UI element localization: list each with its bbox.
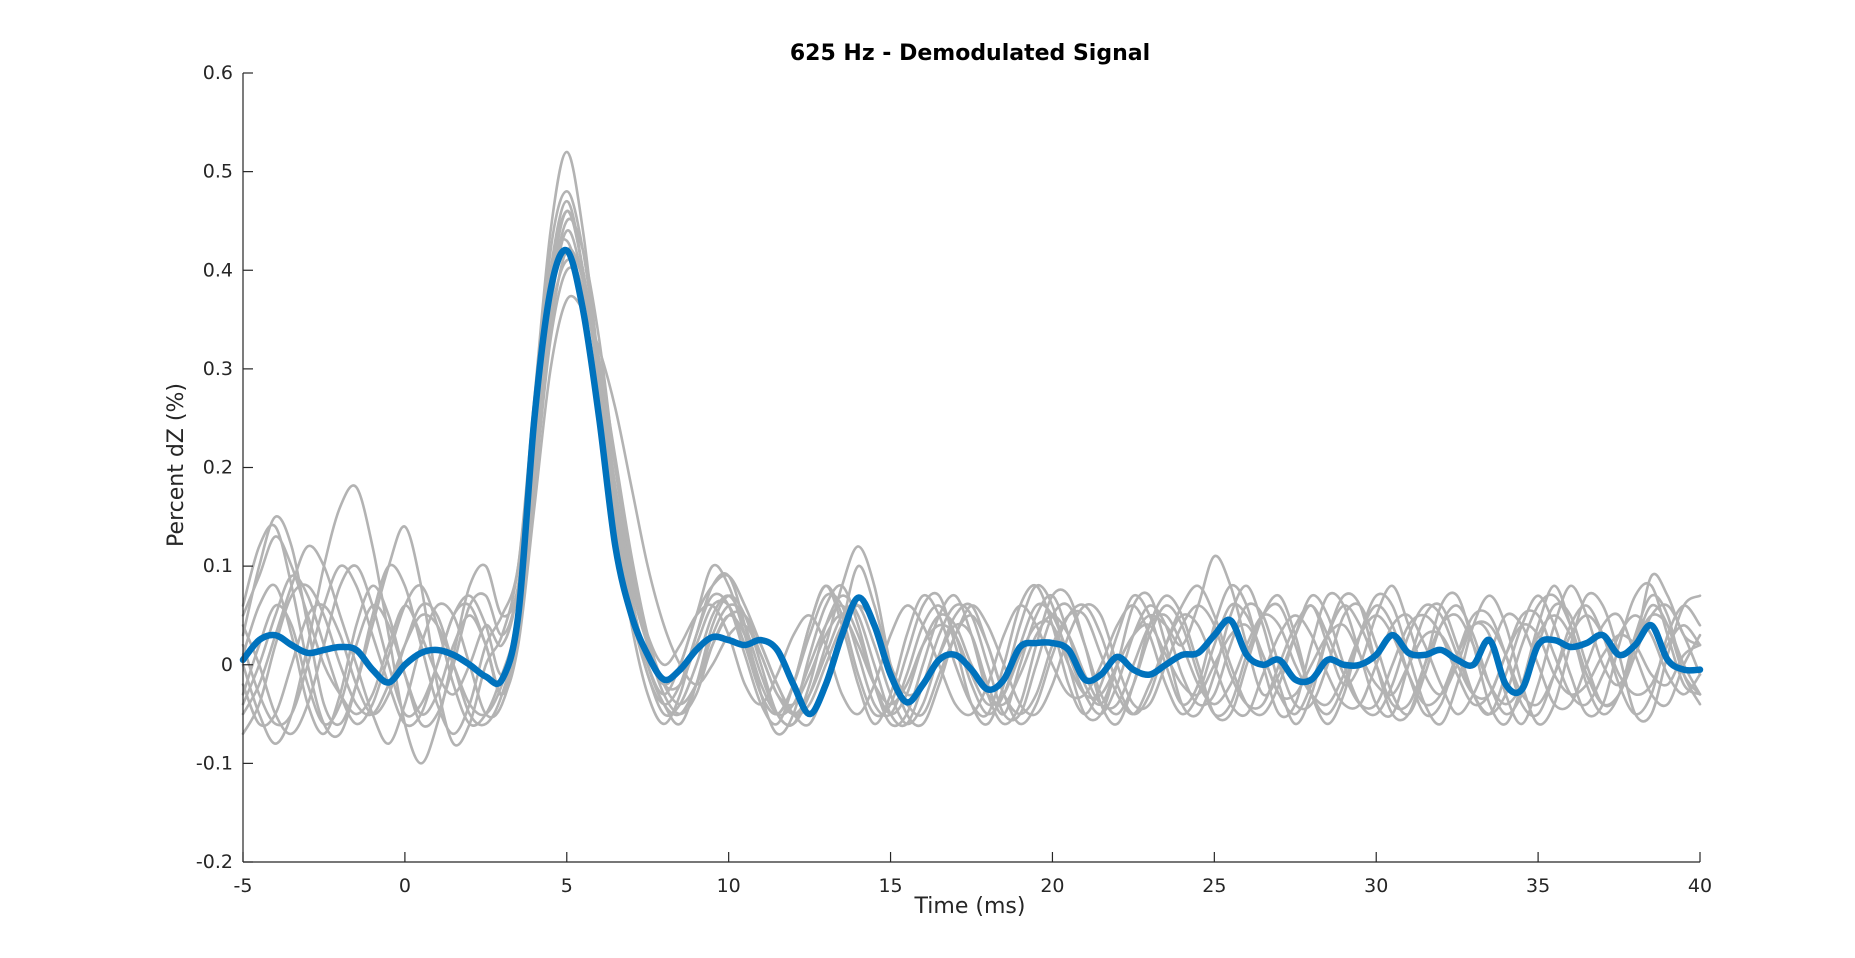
individual-trace (241, 247, 1702, 727)
x-tick-label: 20 (1040, 875, 1064, 897)
x-tick-label: 10 (717, 875, 741, 897)
x-axis-label: Time (ms) (914, 894, 1026, 919)
mean-trace (239, 246, 1704, 718)
y-tick-label: 0.4 (203, 259, 233, 281)
individual-trace (241, 217, 1702, 728)
x-tick-label: 35 (1526, 875, 1550, 897)
individual-trace (241, 209, 1702, 765)
x-tick-label: 30 (1364, 875, 1388, 897)
y-tick-label: 0.3 (203, 358, 233, 380)
x-tick-label: -5 (234, 875, 253, 897)
plot-area (239, 150, 1704, 765)
y-tick-label: -0.2 (196, 851, 233, 873)
y-tick-label: 0.6 (203, 62, 233, 84)
individual-trace (241, 258, 1702, 728)
x-tick-label: 40 (1688, 875, 1712, 897)
y-tick-label: 0.5 (203, 161, 233, 183)
axes: -5 0 5 10 15 20 25 30 35 40 -0.2 -0.1 0 0.1 0.2 0.3 0.4 0… (196, 62, 1712, 897)
x-tick-label: 25 (1202, 875, 1226, 897)
x-tick-label: 5 (561, 875, 573, 897)
x-tick-label: 15 (878, 875, 902, 897)
individual-trace (241, 237, 1702, 738)
y-tick-label: -0.1 (196, 752, 233, 774)
y-axis-label: Percent dZ (%) (164, 383, 189, 547)
y-tick-label: 0.2 (203, 457, 233, 479)
y-tick-label: 0.1 (203, 555, 233, 577)
chart-title: 625 Hz - Demodulated Signal (790, 41, 1150, 66)
x-tick-label: 0 (399, 875, 411, 897)
y-tick-label: 0 (221, 654, 233, 676)
